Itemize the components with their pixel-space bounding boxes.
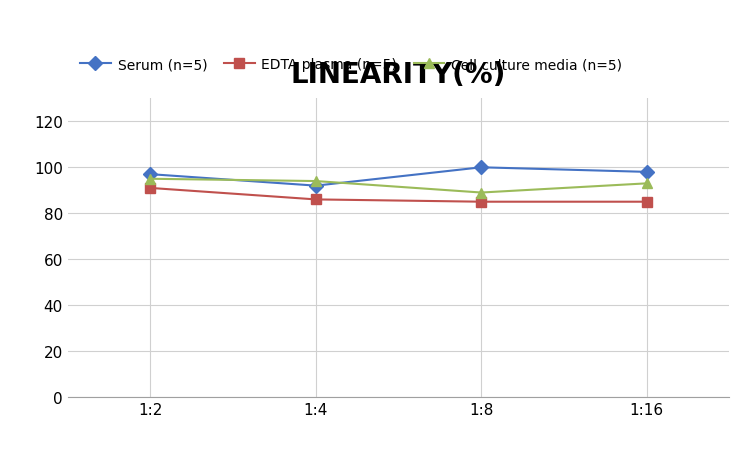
- Title: LINEARITY(%): LINEARITY(%): [291, 60, 506, 88]
- Serum (n=5): [477, 165, 486, 170]
- Cell culture media (n=5): [642, 181, 651, 187]
- Cell culture media (n=5): [146, 177, 155, 182]
- EDTA plasma (n=5): [642, 199, 651, 205]
- Cell culture media (n=5): [477, 190, 486, 196]
- Legend: Serum (n=5), EDTA plasma (n=5), Cell culture media (n=5): Serum (n=5), EDTA plasma (n=5), Cell cul…: [74, 53, 628, 78]
- Serum (n=5): [642, 170, 651, 175]
- EDTA plasma (n=5): [146, 186, 155, 191]
- Serum (n=5): [146, 172, 155, 178]
- Line: Cell culture media (n=5): Cell culture media (n=5): [146, 175, 651, 198]
- Cell culture media (n=5): [311, 179, 320, 184]
- EDTA plasma (n=5): [477, 199, 486, 205]
- Line: EDTA plasma (n=5): EDTA plasma (n=5): [146, 184, 651, 207]
- Serum (n=5): [311, 184, 320, 189]
- EDTA plasma (n=5): [311, 197, 320, 202]
- Line: Serum (n=5): Serum (n=5): [146, 163, 651, 191]
